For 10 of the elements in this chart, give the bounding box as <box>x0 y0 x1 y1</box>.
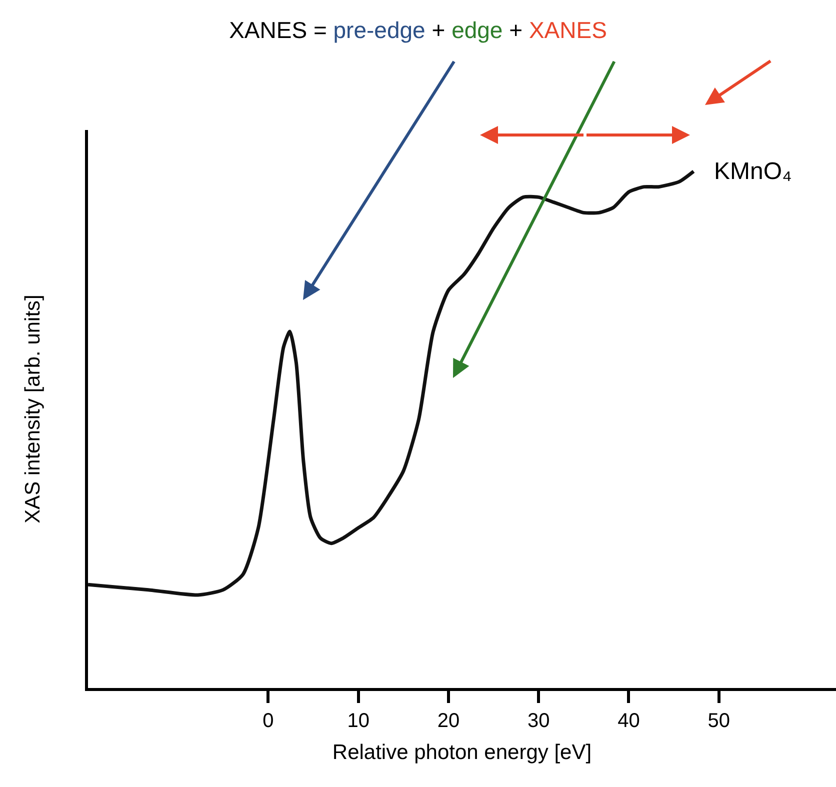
x-tick-label: 40 <box>618 710 640 732</box>
x-tick-label: 0 <box>262 710 274 732</box>
chart-title: XANES = pre-edge + edge + XANES <box>229 17 607 44</box>
x-axis-title: Relative photon energy [eV] <box>332 740 592 764</box>
annotation: KMnO₄ <box>714 158 792 185</box>
x-tick-label: 10 <box>347 710 370 732</box>
x-tick-label: 20 <box>437 710 460 732</box>
x-tick-label: 30 <box>527 710 550 732</box>
x-tick-label: 50 <box>708 710 730 732</box>
y-axis-title: XAS intensity [arb. units] <box>21 294 44 524</box>
